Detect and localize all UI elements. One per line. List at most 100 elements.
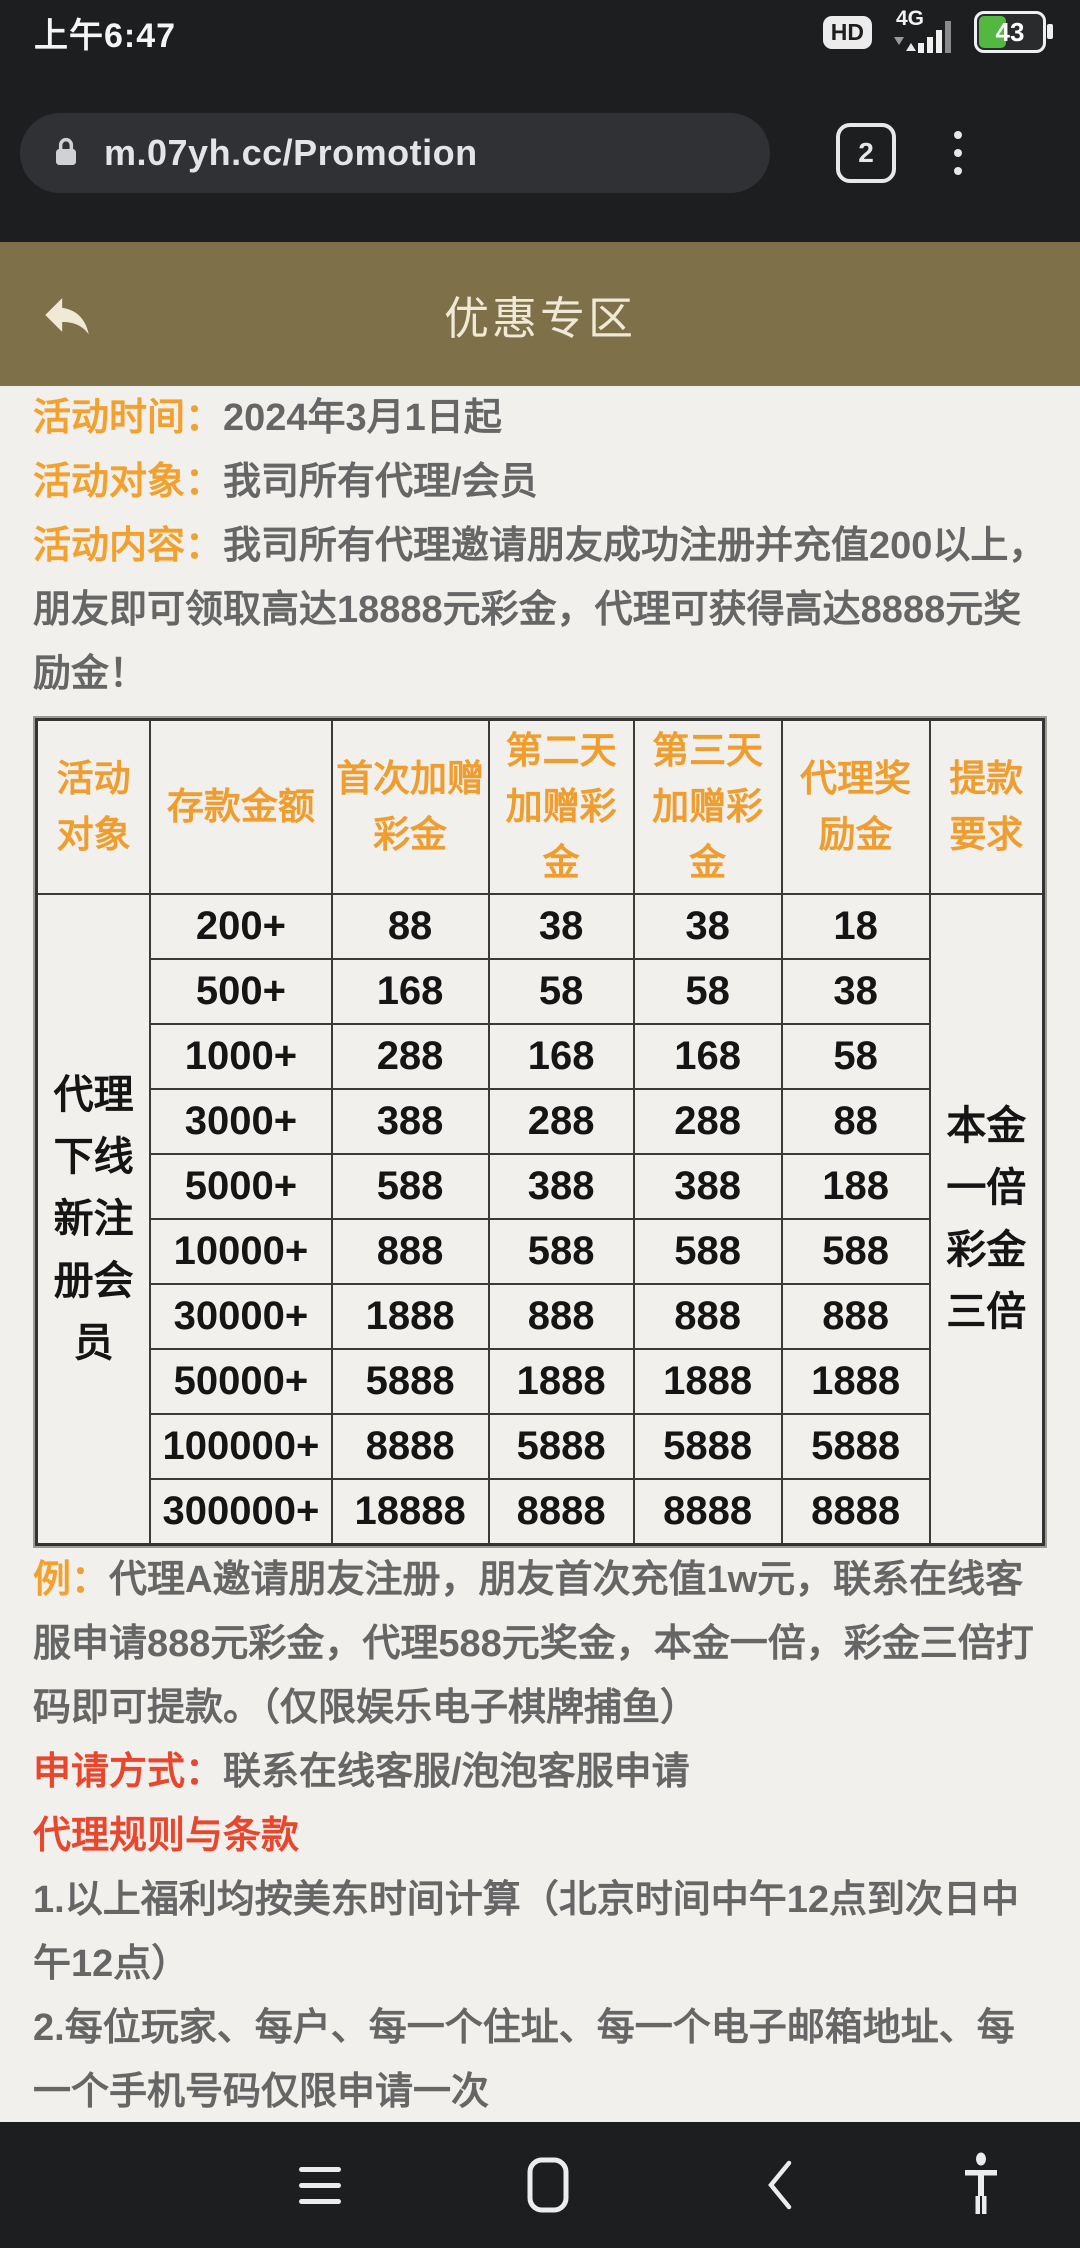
cell: 388: [330, 1088, 490, 1155]
col-header: 第三天加赠彩金: [632, 718, 783, 895]
page-title: 优惠专区: [443, 292, 636, 344]
cell: 1000+: [149, 1023, 333, 1090]
cell: 3000+: [149, 1088, 333, 1155]
cell: 38: [632, 893, 783, 960]
col-header: 活动对象: [35, 718, 152, 895]
table-row: 3000+ 388 288 288 88: [37, 1088, 1044, 1155]
promo-time-text: 2024年3月1日起: [223, 397, 502, 439]
cell: 5888: [487, 1413, 635, 1480]
nav-menu-button[interactable]: [270, 2122, 370, 2248]
promo-detail-line: 活动内容：我司所有代理邀请朋友成功注册并充值200以上，朋友即可领取高达1888…: [33, 514, 1047, 706]
browser-toolbar: m.07yh.cc/Promotion 2: [0, 64, 1080, 242]
cell: 288: [632, 1088, 783, 1155]
cell: 388: [487, 1153, 635, 1220]
cell: 100000+: [149, 1413, 333, 1480]
cell: 58: [632, 958, 783, 1025]
cell: 8888: [487, 1478, 635, 1546]
hamburger-icon: [299, 2166, 341, 2204]
table-row: 1000+ 288 168 168 58: [37, 1023, 1044, 1090]
table-row: 500+ 168 58 58 38: [37, 958, 1044, 1025]
cell: 888: [487, 1283, 635, 1350]
promo-detail-label: 活动内容：: [33, 525, 224, 567]
hd-icon: HD: [822, 15, 872, 49]
promo-target-label: 活动对象：: [33, 461, 224, 503]
table-row: 300000+ 18888 8888 8888 8888: [37, 1478, 1044, 1546]
cell: 8888: [632, 1478, 783, 1546]
table-row: 100000+ 8888 5888 5888 5888: [37, 1413, 1044, 1480]
nav-home-button[interactable]: [498, 2122, 598, 2248]
cell: 388: [632, 1153, 783, 1220]
cell: 10000+: [149, 1218, 333, 1285]
cell: 288: [487, 1088, 635, 1155]
cell: 500+: [149, 958, 333, 1025]
table-row: 代理下线新注册会员 200+ 88 38 38 18 本金一倍彩金三倍: [35, 893, 1045, 1546]
accessibility-person-icon: [965, 2152, 997, 2214]
promotion-content: 活动时间：2024年3月1日起 活动对象：我司所有代理/会员 活动内容：我司所有…: [0, 386, 1080, 2124]
col-header: 代理奖励金: [780, 718, 931, 895]
cell: 58: [487, 958, 635, 1025]
apply-text: 联系在线客服/泡泡客服申请: [223, 1751, 690, 1793]
promo-target-line: 活动对象：我司所有代理/会员: [33, 450, 1047, 514]
url-bar[interactable]: m.07yh.cc/Promotion: [20, 113, 770, 193]
cell: 18: [780, 893, 931, 960]
cell: 8888: [780, 1478, 931, 1546]
table-row: 50000+ 5888 1888 1888 1888: [37, 1348, 1044, 1415]
rules-title: 代理规则与条款: [33, 1815, 300, 1857]
promotion-table-wrap: 活动对象 存款金额 首次加赠彩金 第二天加赠彩金 第三天加赠彩金 代理奖励金 提…: [33, 716, 1047, 1548]
cell: 168: [330, 958, 490, 1025]
cell: 200+: [149, 893, 333, 960]
battery-fill: [979, 16, 1006, 48]
table-header-row: 活动对象 存款金额 首次加赠彩金 第二天加赠彩金 第三天加赠彩金 代理奖励金 提…: [35, 718, 1045, 895]
promo-target-text: 我司所有代理/会员: [223, 461, 538, 503]
cell: 888: [330, 1218, 490, 1285]
cell: 38: [780, 958, 931, 1025]
nav-back-button[interactable]: [730, 2122, 830, 2248]
example-line: 例：代理A邀请朋友注册，朋友首次充值1w元，联系在线客服申请888元彩金，代理5…: [33, 1548, 1047, 1740]
col-header: 第二天加赠彩金: [487, 718, 635, 895]
page-header: 优惠专区: [0, 242, 1080, 386]
table-row: 10000+ 888 588 588 588: [37, 1218, 1044, 1285]
cell: 1888: [330, 1283, 490, 1350]
nav-back-chevron-icon: [768, 2160, 792, 2210]
promotion-table: 活动对象 存款金额 首次加赠彩金 第二天加赠彩金 第三天加赠彩金 代理奖励金 提…: [35, 718, 1045, 1546]
rule-1: 1.以上福利均按美东时间计算（北京时间中午12点到次日中午12点）: [33, 1879, 1019, 1985]
lock-icon: [56, 138, 76, 165]
cell: 5000+: [149, 1153, 333, 1220]
url-text: m.07yh.cc/Promotion: [104, 132, 478, 173]
cell: 5888: [330, 1348, 490, 1415]
cell: 30000+: [149, 1283, 333, 1350]
apply-line: 申请方式：联系在线客服/泡泡客服申请: [33, 1740, 1047, 1804]
network-type-label: 4G: [896, 7, 925, 30]
cell: 1888: [487, 1348, 635, 1415]
apply-label: 申请方式：: [33, 1751, 224, 1793]
promo-time-line: 活动时间：2024年3月1日起: [33, 386, 1047, 450]
menu-kebab-icon[interactable]: [954, 131, 962, 175]
nav-accessibility-button[interactable]: [931, 2122, 1031, 2248]
tab-count: 2: [858, 137, 874, 168]
cell: 38: [487, 893, 635, 960]
battery-icon: 43: [974, 11, 1053, 53]
android-navbar: [0, 2122, 1080, 2248]
col-header: 存款金额: [149, 718, 333, 895]
promo-detail-text: 我司所有代理邀请朋友成功注册并充值200以上，朋友即可领取高达18888元彩金，…: [33, 525, 1047, 695]
cell: 18888: [330, 1478, 490, 1546]
battery-percent: 43: [995, 16, 1025, 47]
cell: 58: [780, 1023, 931, 1090]
cell: 288: [330, 1023, 490, 1090]
cell: 88: [780, 1088, 931, 1155]
status-time: 上午6:47: [34, 16, 177, 55]
table-row: 30000+ 1888 888 888 888: [37, 1283, 1044, 1350]
cell: 588: [780, 1218, 931, 1285]
table-row: 5000+ 588 388 388 188: [37, 1153, 1044, 1220]
cell: 8888: [330, 1413, 490, 1480]
back-arrow-icon[interactable]: [38, 286, 96, 344]
home-square-icon: [527, 2157, 569, 2213]
cell: 188: [780, 1153, 931, 1220]
status-icons: HD 4G 43: [822, 7, 1053, 55]
cell: 300000+: [149, 1478, 333, 1546]
signal-bars-icon: [894, 21, 951, 53]
tab-switcher-button[interactable]: 2: [836, 123, 896, 183]
cell: 888: [780, 1283, 931, 1350]
col-header: 提款要求: [928, 718, 1045, 895]
cell: 5888: [632, 1413, 783, 1480]
